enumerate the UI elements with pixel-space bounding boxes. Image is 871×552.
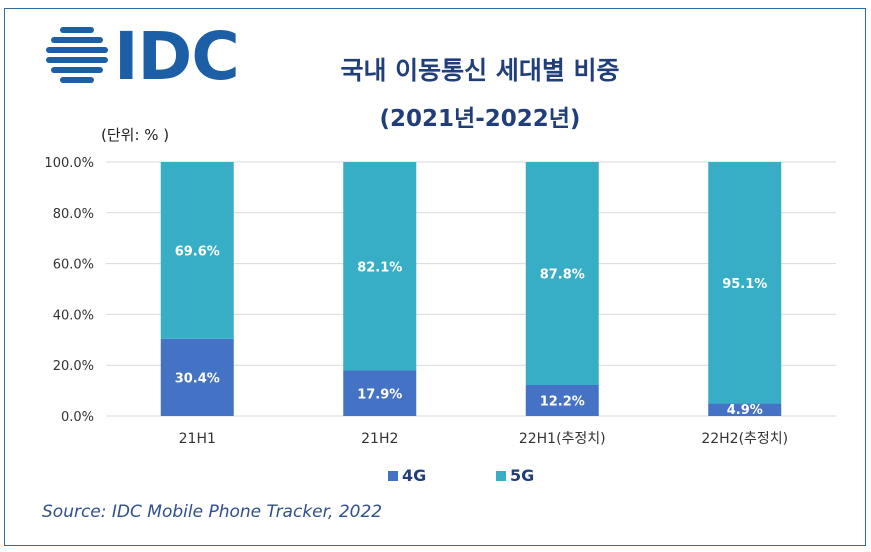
bar-5g	[708, 162, 782, 404]
bar-5g	[160, 162, 234, 339]
data-label: 4.9%	[727, 403, 763, 418]
data-label: 69.6%	[175, 244, 220, 259]
legend-swatch-4g	[388, 471, 398, 481]
bar-4g	[343, 370, 417, 416]
idc-logo-text: IDC	[114, 18, 240, 95]
unit-label: (단위: % )	[101, 126, 170, 144]
idc-logo-globe-icon	[46, 27, 108, 83]
legend-label-5g: 5G	[510, 466, 534, 485]
y-tick-label: 0.0%	[61, 410, 94, 425]
chart-subtitle: (2021년-2022년)	[379, 106, 581, 132]
data-label: 12.2%	[540, 395, 585, 410]
y-tick-label: 80.0%	[53, 207, 94, 222]
data-label: 95.1%	[722, 277, 767, 292]
chart-title: 국내 이동통신 세대별 비중	[340, 56, 620, 85]
y-tick-label: 60.0%	[53, 258, 94, 273]
bar-4g	[160, 338, 234, 416]
legend-swatch-5g	[496, 471, 506, 481]
bar-5g	[343, 162, 417, 371]
bar-4g	[708, 403, 782, 416]
data-label: 30.4%	[175, 371, 220, 386]
x-tick-label: 21H1	[179, 431, 216, 447]
bar-4g	[525, 385, 599, 416]
y-tick-label: 100.0%	[44, 156, 94, 171]
bar-5g	[525, 162, 599, 386]
y-tick-label: 40.0%	[53, 308, 94, 323]
y-tick-label: 20.0%	[53, 359, 94, 374]
x-tick-label: 22H2(추정치)	[701, 431, 788, 447]
source-note: Source: IDC Mobile Phone Tracker, 2022	[42, 502, 383, 522]
data-label: 87.8%	[540, 268, 585, 283]
legend-label-4g: 4G	[402, 466, 426, 485]
x-tick-label: 21H2	[361, 431, 398, 447]
data-label: 82.1%	[357, 260, 402, 275]
data-label: 17.9%	[357, 387, 402, 402]
x-tick-label: 22H1(추정치)	[519, 431, 606, 447]
